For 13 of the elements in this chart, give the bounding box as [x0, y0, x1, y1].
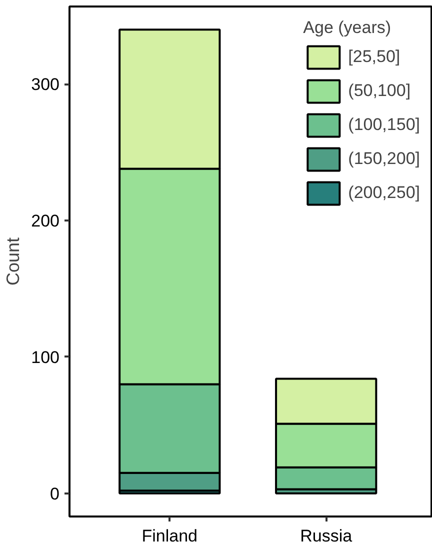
legend-label: (100,150]: [348, 114, 420, 136]
x-tick-label: Russia: [300, 526, 353, 546]
legend-label: (150,200]: [348, 148, 420, 170]
y-tick-label: 100: [31, 348, 60, 367]
x-tick-label: Finland: [142, 526, 198, 546]
legend-label: (50,100]: [348, 80, 411, 102]
y-axis-title: Count: [3, 237, 24, 286]
y-tick-label: 300: [31, 75, 60, 94]
legend-label: [25,50]: [348, 46, 400, 68]
legend-title: Age (years): [303, 18, 392, 38]
legend-label: (200,250]: [348, 182, 420, 204]
y-tick-label: 200: [31, 212, 60, 231]
y-tick-label: 0: [50, 484, 60, 504]
